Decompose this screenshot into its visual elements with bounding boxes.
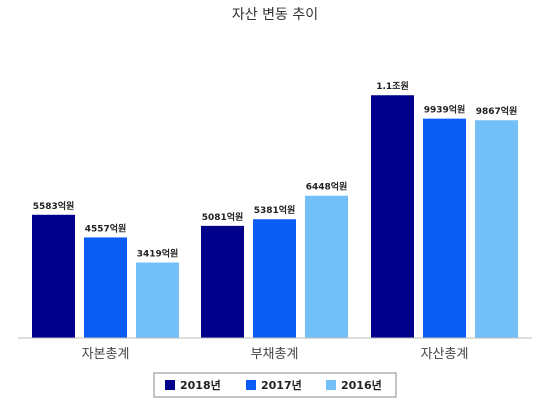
data-label-1-2: 6448억원 [306,181,348,193]
data-label-1-1: 5381억원 [254,204,296,216]
bar-2-2 [475,120,518,338]
data-label-2-0: 1.1조원 [376,80,409,92]
data-label-2-1: 9939억원 [424,104,466,116]
data-label-0-0: 5583억원 [33,200,75,212]
data-label-2-2: 9867억원 [476,105,518,117]
category-label-1: 부채총계 [251,347,299,362]
legend-swatch-2 [326,380,336,390]
bar-0-2 [136,262,179,338]
bar-0-0 [32,214,75,338]
chart-title: 자산 변동 추이 [232,7,318,23]
bar-1-2 [305,195,348,338]
legend-box [153,372,397,398]
legend-label-1: 2017년 [261,378,302,392]
bar-1-0 [201,225,244,338]
category-label-2: 자산총계 [421,347,469,362]
legend-swatch-0 [165,380,175,390]
data-label-1-0: 5081억원 [202,211,244,223]
bar-2-0 [371,95,414,338]
legend: 2018년 2017년 2016년 [153,372,397,398]
legend-label-0: 2018년 [180,378,221,392]
bar-1-1 [253,219,296,338]
category-label-0: 자본총계 [82,347,130,362]
bar-2-1 [423,118,466,338]
data-label-0-2: 3419억원 [137,248,179,260]
legend-label-2: 2016년 [341,378,382,392]
data-label-0-1: 4557억원 [85,222,127,234]
bar-0-1 [84,237,127,338]
legend-swatch-1 [246,380,256,390]
